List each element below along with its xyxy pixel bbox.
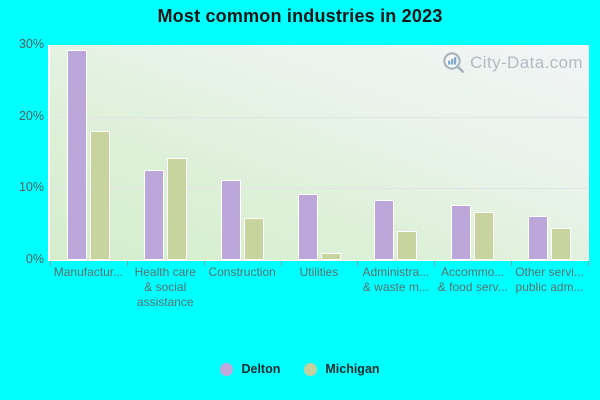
gridline-20 bbox=[50, 116, 588, 118]
x-label-5: Accommo... & food serv... bbox=[429, 265, 516, 295]
bar-michigan-0 bbox=[89, 131, 110, 260]
bar-delton-3 bbox=[297, 194, 318, 260]
x-label-line: Health care bbox=[134, 265, 196, 279]
x-tick-mark bbox=[203, 261, 205, 266]
legend-swatch-icon bbox=[304, 362, 318, 376]
bar-michigan-5 bbox=[474, 211, 495, 260]
x-label-0: Manufactur... bbox=[45, 265, 132, 280]
x-label-line: Accommo... bbox=[441, 265, 505, 279]
bar-delton-0 bbox=[66, 50, 87, 260]
y-tick-label-0: 0% bbox=[25, 252, 44, 266]
x-label-line: public adm... bbox=[515, 280, 584, 294]
legend-label: Michigan bbox=[325, 362, 380, 376]
x-tick-mark bbox=[126, 261, 128, 266]
x-label-line: Other servi... bbox=[515, 265, 584, 279]
bar-michigan-1 bbox=[166, 157, 187, 260]
bar-delton-1 bbox=[143, 170, 164, 260]
x-label-line: Utilities bbox=[299, 265, 339, 279]
magnifier-chart-icon bbox=[443, 52, 465, 73]
legend-item-michigan: Michigan bbox=[304, 362, 380, 376]
x-label-2: Construction bbox=[199, 265, 286, 280]
x-label-line: assistance bbox=[136, 295, 194, 309]
x-label-3: Utilities bbox=[276, 265, 363, 280]
bar-delton-4 bbox=[374, 199, 395, 260]
x-tick-mark bbox=[50, 261, 51, 266]
x-label-line: & food serv... bbox=[437, 280, 508, 294]
y-tick-label-30: 30% bbox=[18, 37, 44, 51]
bar-michigan-6 bbox=[551, 228, 572, 260]
x-tick-mark bbox=[511, 261, 513, 266]
legend: Delton Michigan bbox=[0, 362, 600, 376]
x-label-4: Administra... & waste m... bbox=[352, 265, 439, 295]
legend-label: Delton bbox=[241, 362, 281, 376]
bar-delton-5 bbox=[451, 204, 472, 260]
x-label-line: Manufactur... bbox=[53, 265, 124, 279]
bar-michigan-4 bbox=[397, 231, 418, 260]
x-tick-mark bbox=[434, 261, 436, 266]
x-label-line: Administra... bbox=[362, 265, 430, 279]
x-tick-mark bbox=[588, 261, 589, 266]
watermark: City-Data.com bbox=[441, 50, 583, 76]
watermark-text: City-Data.com bbox=[470, 53, 583, 72]
x-tick-mark bbox=[357, 261, 359, 266]
x-label-6: Other servi... public adm... bbox=[506, 265, 593, 295]
x-tick-mark bbox=[280, 261, 282, 266]
legend-item-delton: Delton bbox=[220, 362, 280, 376]
chart-title: Most common industries in 2023 bbox=[157, 6, 443, 26]
plot-area: City-Data.com bbox=[48, 45, 589, 261]
legend-swatch-icon bbox=[220, 362, 234, 376]
gridline-10 bbox=[50, 188, 588, 190]
bar-michigan-3 bbox=[320, 252, 341, 260]
y-tick-label-10: 10% bbox=[18, 180, 44, 195]
bar-michigan-2 bbox=[243, 217, 264, 260]
x-label-line: & social bbox=[144, 280, 187, 294]
bar-delton-2 bbox=[220, 179, 241, 260]
x-label-line: & waste m... bbox=[362, 280, 429, 294]
x-label-line: Construction bbox=[208, 265, 276, 279]
bar-delton-6 bbox=[528, 215, 549, 260]
x-label-1: Health care & social assistance bbox=[122, 265, 209, 310]
y-tick-label-20: 20% bbox=[18, 108, 44, 123]
